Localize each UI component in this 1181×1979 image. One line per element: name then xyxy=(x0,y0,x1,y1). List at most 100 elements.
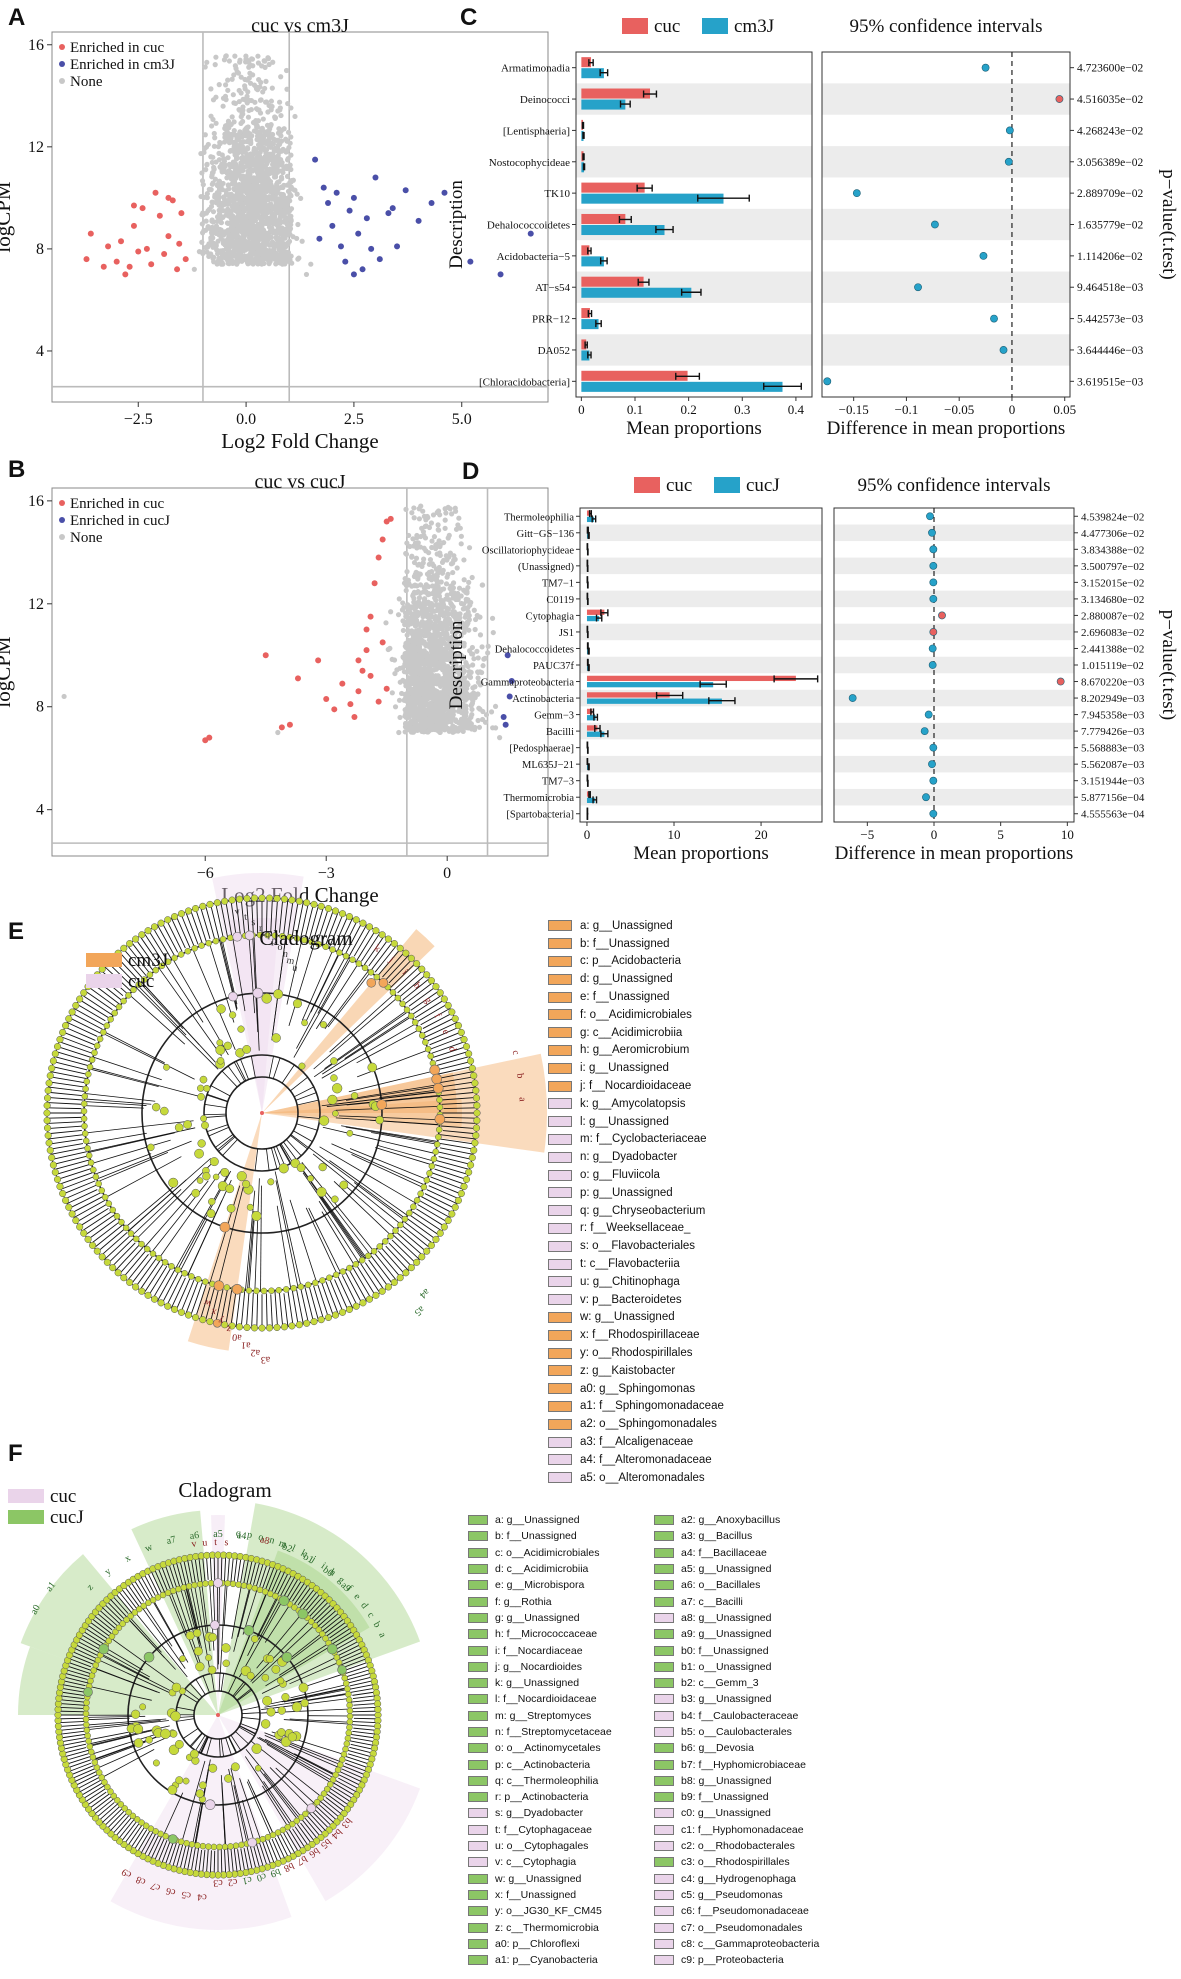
x-tick-label: −2.5 xyxy=(124,411,153,428)
none-point xyxy=(253,129,260,135)
clade-node xyxy=(367,1062,378,1073)
clade-node xyxy=(326,1274,333,1282)
none-point xyxy=(303,271,310,278)
clade-leaf-node xyxy=(44,1131,52,1140)
none-point xyxy=(432,616,438,622)
none-point xyxy=(425,684,431,690)
none-point xyxy=(245,173,251,179)
none-point xyxy=(299,238,305,244)
clade-branch xyxy=(322,1016,412,1075)
clade-leaf-node xyxy=(56,1182,64,1191)
clade-leaf-node xyxy=(93,1247,101,1255)
clade-node xyxy=(87,1159,95,1166)
x-tick-label: 10 xyxy=(1061,827,1074,842)
none-point xyxy=(256,196,262,202)
clade-leaf-node xyxy=(46,1072,54,1080)
none-point xyxy=(247,80,254,86)
clade-leaf-node xyxy=(59,1189,67,1198)
clade-node xyxy=(410,1203,417,1210)
clade-node xyxy=(81,1093,89,1100)
none-point xyxy=(465,597,471,603)
none-point xyxy=(222,82,229,88)
none-point xyxy=(230,92,236,98)
clade-leaf-node xyxy=(126,940,134,948)
none-point xyxy=(215,231,222,237)
clade-node xyxy=(206,1209,216,1218)
none-point xyxy=(469,712,475,718)
none-point xyxy=(288,177,295,184)
clade-branch xyxy=(107,1237,135,1264)
clade-leaf-node xyxy=(144,1291,152,1299)
clade-leaf-node xyxy=(448,1008,456,1016)
legend-label: Enriched in cuc xyxy=(70,40,164,56)
none-point xyxy=(262,58,268,64)
none-point xyxy=(455,522,461,528)
none-point xyxy=(278,112,284,119)
none-point xyxy=(219,214,225,220)
clade-highlight-node xyxy=(431,1073,443,1085)
clade-letter: a5 xyxy=(412,1303,426,1317)
clade-leaf-node xyxy=(473,1101,481,1110)
none-point xyxy=(268,121,274,128)
none-point xyxy=(275,153,281,159)
series-enriched-in-cucj xyxy=(500,652,515,728)
data-point xyxy=(333,189,340,196)
none-point xyxy=(469,574,475,581)
clade-node xyxy=(417,1190,424,1197)
category-label: TM7−1 xyxy=(542,578,574,589)
none-point xyxy=(213,94,219,100)
none-point xyxy=(208,203,215,210)
none-point xyxy=(235,70,242,76)
clade-branch xyxy=(57,1167,92,1180)
group-legend-swatch xyxy=(86,974,122,988)
clade-branch xyxy=(204,1115,227,1118)
clade-leaf-node xyxy=(273,1323,281,1332)
clade-node xyxy=(198,942,205,949)
none-point xyxy=(443,581,450,587)
none-point xyxy=(220,261,226,267)
clade-leaf-node xyxy=(390,940,398,948)
data-point xyxy=(262,652,269,659)
clade-branch xyxy=(275,1145,286,1167)
clade-node xyxy=(197,1139,206,1148)
none-point xyxy=(480,708,486,715)
none-point xyxy=(490,629,496,636)
none-point xyxy=(415,576,421,582)
none-point xyxy=(267,183,273,189)
none-point xyxy=(431,693,437,700)
bar-cm3J xyxy=(581,225,665,236)
pvalue-label: 4.268243e−02 xyxy=(1077,125,1143,137)
clade-node xyxy=(91,1049,98,1057)
none-point xyxy=(415,570,421,577)
pvalue-label: 9.464518e−03 xyxy=(1077,282,1143,294)
pvalue-label: 4.723600e−02 xyxy=(1077,63,1143,75)
y-tick-label: 16 xyxy=(28,493,44,510)
clade-leaf-node xyxy=(43,1124,52,1132)
clade-node xyxy=(95,1180,102,1188)
none-point xyxy=(458,533,464,539)
none-point xyxy=(224,129,230,135)
clade-leaf-node xyxy=(423,971,431,979)
category-label: [Lentisphaeria] xyxy=(503,125,570,137)
clade-node xyxy=(85,1152,93,1159)
none-point xyxy=(434,571,441,577)
clade-node xyxy=(339,1268,347,1275)
none-point xyxy=(255,255,261,262)
none-point xyxy=(221,139,228,145)
none-point xyxy=(434,712,440,718)
none-point xyxy=(295,221,301,228)
category-label: Dehalococcoidetes xyxy=(487,220,570,232)
clade-leaf-node xyxy=(138,1287,146,1295)
none-point xyxy=(404,569,410,575)
category-label: Gemm−3 xyxy=(534,711,574,722)
none-point xyxy=(404,649,410,655)
diff-point xyxy=(928,644,937,653)
none-point xyxy=(206,186,212,192)
clade-leaf-node xyxy=(345,1305,353,1313)
pvalue-label: 1.635779e−02 xyxy=(1077,220,1143,232)
clade-node xyxy=(392,1227,399,1234)
clade-node xyxy=(415,1025,423,1033)
clade-branch xyxy=(204,1103,227,1109)
clade-branch xyxy=(275,1180,299,1288)
clade-branch xyxy=(48,1134,84,1140)
